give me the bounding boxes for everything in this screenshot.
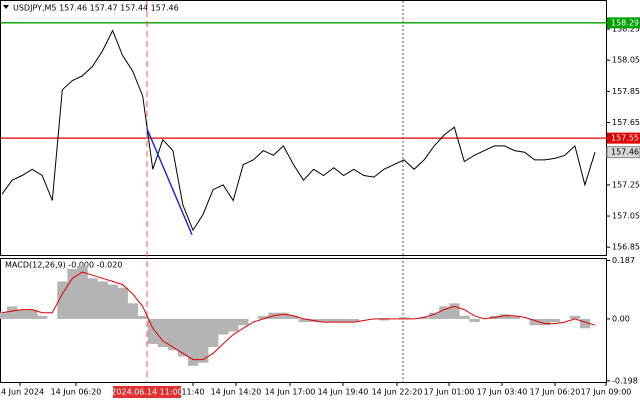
y-tick-label: 156.85 xyxy=(612,243,640,252)
panel-icon xyxy=(3,5,9,9)
macd-bar xyxy=(228,318,239,332)
macd-bar xyxy=(579,318,591,329)
macd-bar xyxy=(569,315,581,319)
y-tick-label: 0.00 xyxy=(612,314,630,323)
macd-bar xyxy=(97,281,108,319)
last-price-label: 157.46 xyxy=(611,148,639,157)
macd-bar xyxy=(429,312,440,319)
macd-bar xyxy=(338,318,350,323)
chart-title: USDJPY,M5 157.46 157.47 157.44 157.46 xyxy=(13,4,179,13)
macd-bar xyxy=(278,312,289,319)
y-tick-label: -0.198 xyxy=(612,376,638,385)
macd-bar xyxy=(288,315,299,319)
level-badge xyxy=(607,132,640,144)
x-tick-label: 14 Jun 22:20 xyxy=(372,388,423,397)
y-tick-label: 157.05 xyxy=(612,212,640,221)
y-tick-label: 157.85 xyxy=(612,87,640,96)
x-tick-label: 11:40 xyxy=(181,388,204,397)
x-tick-label: 14 Jun 17:00 xyxy=(265,388,316,397)
macd-bar xyxy=(157,318,169,348)
macd-bar xyxy=(549,318,561,323)
macd-bar xyxy=(328,318,340,323)
y-tick-label: 157.65 xyxy=(612,118,640,127)
macd-bar xyxy=(137,315,149,319)
macd-bar xyxy=(399,317,410,319)
signal-line xyxy=(1,271,596,361)
macd-bar xyxy=(208,318,219,348)
macd-bar xyxy=(298,318,309,323)
y-tick-label: 0.187 xyxy=(612,256,635,265)
macd-bar xyxy=(167,318,179,351)
macd-title: MACD(12,26,9) -0.000 -0.020 xyxy=(5,261,122,270)
cursor-time-label: 2024.06.14 11:00 xyxy=(111,388,182,397)
x-tick-label: 17 Jun 09:00 xyxy=(581,388,632,397)
price-panel-frame xyxy=(0,0,607,256)
macd-bar xyxy=(67,268,78,319)
x-tick-label: 17 Jun 06:20 xyxy=(530,388,581,397)
macd-bar xyxy=(87,278,98,319)
macd-bar xyxy=(57,281,68,319)
macd-bar xyxy=(117,287,128,319)
macd-bar xyxy=(378,318,390,321)
y-tick-label: 157.25 xyxy=(612,180,640,189)
macd-panel-frame xyxy=(0,258,607,383)
x-tick-label: 17 Jun 03:40 xyxy=(477,388,528,397)
x-tick-label: 14 Jun 06:20 xyxy=(51,388,102,397)
cursor-time-badge xyxy=(113,386,181,398)
macd-bar xyxy=(7,306,18,319)
level-label: 157.55 xyxy=(611,134,639,143)
macd-bar xyxy=(187,318,199,366)
macd-bar xyxy=(127,303,138,319)
macd-bar xyxy=(459,315,470,319)
macd-bar xyxy=(197,318,209,363)
macd-bar xyxy=(439,306,450,319)
x-tick-label: 17 Jun 01:00 xyxy=(424,388,475,397)
x-tick-label: 14 Jun 14:20 xyxy=(211,388,262,397)
trend-line xyxy=(146,128,193,236)
macd-bar xyxy=(348,318,360,323)
macd-bar xyxy=(238,318,249,326)
macd-bar xyxy=(258,315,269,319)
macd-bar xyxy=(509,315,520,319)
macd-bar xyxy=(318,318,329,323)
macd-bar xyxy=(419,317,430,319)
y-tick-label: 158.05 xyxy=(612,56,640,65)
macd-bar xyxy=(77,265,88,319)
macd-bar xyxy=(499,314,510,319)
macd-bar xyxy=(539,318,551,326)
macd-bar xyxy=(107,284,118,319)
macd-bar xyxy=(529,318,541,326)
x-tick-label: 14 Jun 19:40 xyxy=(318,388,369,397)
level-badge xyxy=(607,17,640,29)
macd-bar xyxy=(218,318,229,335)
macd-bar xyxy=(37,315,48,319)
last-price-badge xyxy=(606,146,640,159)
y-tick-label: 158.25 xyxy=(612,25,640,34)
macd-bar xyxy=(147,318,159,344)
price-line xyxy=(1,29,596,232)
macd-bar xyxy=(469,318,480,323)
macd-bar xyxy=(17,309,28,319)
x-tick-label: 14 Jun 2024 xyxy=(0,388,44,397)
macd-bar xyxy=(27,309,38,319)
macd-bar xyxy=(0,312,8,319)
level-label: 158.29 xyxy=(611,18,639,27)
macd-bar xyxy=(177,318,189,357)
macd-bar xyxy=(449,303,460,319)
